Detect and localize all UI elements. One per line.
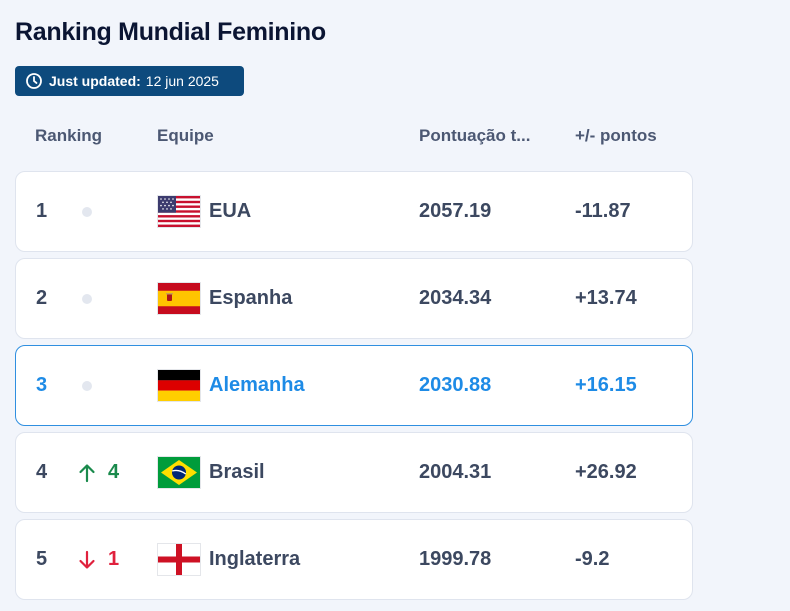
brazil-flag-icon [158,433,200,512]
points-diff: +26.92 [575,461,637,483]
column-header-points[interactable]: Pontuação t... [419,126,531,145]
team-points: 2004.31 [419,461,492,483]
clock-icon [25,72,43,90]
team-points: 2057.19 [419,200,492,222]
points-diff: +13.74 [575,287,637,309]
team-points: 2030.88 [419,374,492,396]
no-change-dot-icon [82,293,92,304]
updated-date: 12 jun 2025 [145,73,219,89]
arrow-up-icon [79,463,95,482]
table-row[interactable]: 1 EUA 2057.19 -11.87 [15,171,693,252]
england-flag-icon [158,520,200,599]
usa-flag-icon [158,172,200,251]
team-name[interactable]: Alemanha [209,374,305,396]
team-name[interactable]: Inglaterra [209,548,301,570]
rank-number: 3 [36,374,48,396]
table-row-highlighted[interactable]: 3 Alemanha 2030.88 +16.15 [15,345,693,426]
team-name[interactable]: Espanha [209,287,293,309]
column-header-ranking[interactable]: Ranking [35,126,103,145]
rank-number: 1 [36,200,48,222]
table-row[interactable]: 4 4 Brasil 2004.31 +26.92 [15,432,693,513]
rank-number: 4 [36,461,48,483]
table-row[interactable]: 2 Espanha 2034.34 +13.74 [15,258,693,339]
germany-flag-icon [158,346,200,425]
no-change-dot-icon [82,380,92,391]
position-change: 4 [108,461,120,483]
table-header: Ranking Equipe Pontuação t... +/- pontos [0,126,790,146]
rank-number: 5 [36,548,48,570]
no-change-dot-icon [82,206,92,217]
movement-indicator [78,259,138,338]
table-row[interactable]: 5 1 Inglaterra 1999.78 -9.2 [15,519,693,600]
movement-indicator: 4 [78,433,138,512]
page-title: Ranking Mundial Feminino [15,18,326,46]
team-points: 2034.34 [419,287,492,309]
column-header-team[interactable]: Equipe [157,126,214,145]
updated-label: Just updated: [49,73,141,89]
team-name[interactable]: Brasil [209,461,265,483]
spain-flag-icon [158,259,200,338]
points-diff: -11.87 [575,200,631,222]
updated-badge: Just updated: 12 jun 2025 [15,66,244,96]
team-name[interactable]: EUA [209,200,252,222]
points-diff: +16.15 [575,374,637,396]
column-header-diff[interactable]: +/- pontos [575,126,657,145]
team-points: 1999.78 [419,548,492,570]
points-diff: -9.2 [575,548,610,570]
position-change: 1 [108,548,120,570]
movement-indicator: 1 [78,520,138,599]
movement-indicator [78,172,138,251]
arrow-down-icon [79,550,95,569]
rank-number: 2 [36,287,48,309]
movement-indicator [78,346,138,425]
